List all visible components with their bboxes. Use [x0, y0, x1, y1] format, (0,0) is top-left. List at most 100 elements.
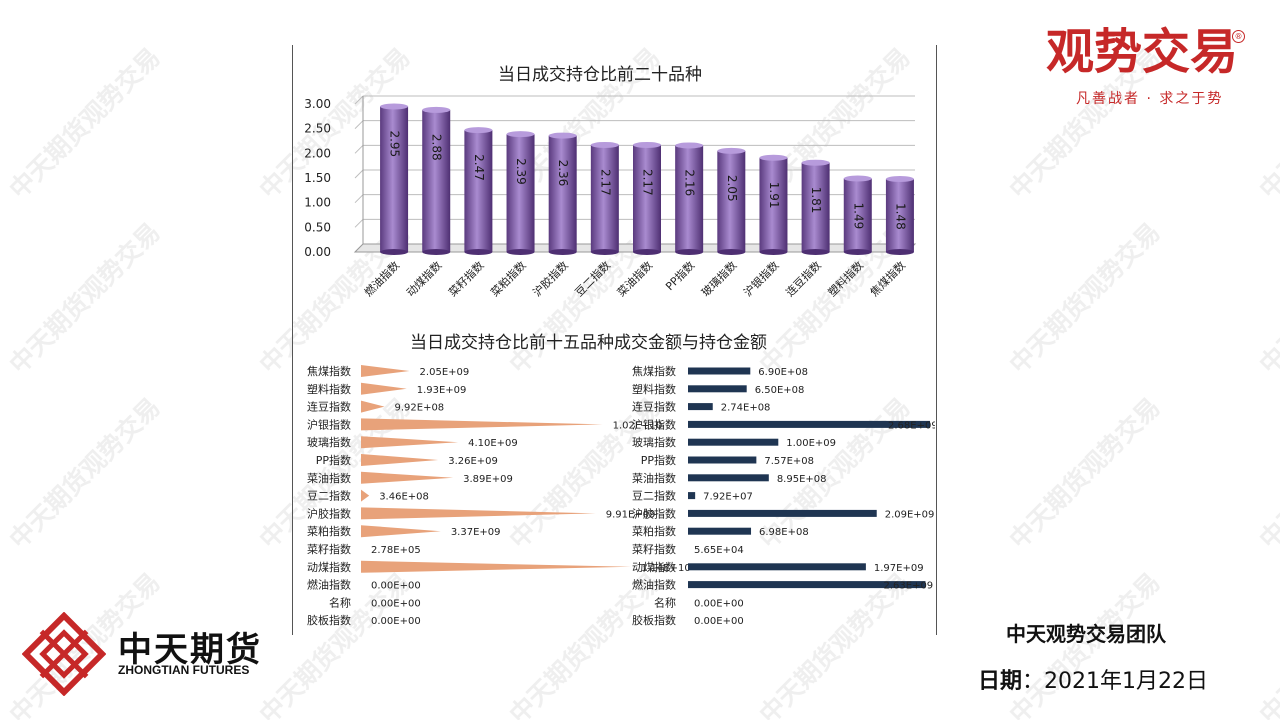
- chart1-bar-top: [885, 175, 914, 182]
- chart2-left-value-label: 3.37E+09: [451, 527, 501, 538]
- chart1-gridline-depth: [354, 144, 364, 154]
- chart1-bar-base: [759, 249, 788, 255]
- chart1-category-label: 沪胶指数: [530, 258, 571, 299]
- chart1-category-label: PP指数: [662, 258, 697, 293]
- chart1-gridline-depth: [354, 95, 364, 105]
- chart2-right-value-label: 1.97E+09: [874, 563, 924, 574]
- brand-logo-text: 观势交易: [1046, 24, 1239, 80]
- chart1-bar: [380, 106, 409, 252]
- watermark-text: 中天期货观势交易: [4, 217, 166, 379]
- chart1-bar-chart: 0.00 0.50 1.00 1.50 2.00 2.50 3.00 2.95 燃油指数 2.88…: [304, 95, 917, 299]
- chart1-value-label: 1.81: [809, 187, 823, 214]
- chart2-right-value-label: 6.90E+08: [758, 367, 808, 378]
- chart2-right-value-label: 2.68E+09: [888, 420, 935, 431]
- chart1-category-label: 燃油指数: [361, 258, 402, 299]
- chart1-value-label: 2.36: [556, 160, 570, 187]
- chart2-right-value-label: 2.09E+09: [885, 509, 935, 520]
- chart2-left-category: 菜粕指数: [307, 524, 351, 538]
- zhongtian-logo-icon: [22, 612, 106, 696]
- chart1-bar-base: [633, 249, 661, 255]
- chart2-left-value-label: 0.00E+00: [371, 581, 421, 592]
- chart2-left-value-label: 4.10E+09: [468, 438, 518, 449]
- chart2-right-category: 塑料指数: [632, 382, 676, 396]
- chart2-right-value-label: 7.57E+08: [764, 456, 814, 467]
- watermark-text: 中天期货观势交易: [4, 42, 166, 204]
- chart1-bar-top: [506, 131, 535, 138]
- chart2-left-bar: [361, 489, 370, 502]
- chart2-left-value-label: 2.05E+09: [420, 367, 470, 378]
- chart1-bar-top: [464, 127, 493, 134]
- chart2-right-value-label: 6.98E+08: [759, 527, 809, 538]
- chart1-bar-base: [885, 249, 914, 255]
- chart1-category-label: 菜籽指数: [445, 258, 486, 299]
- chart2-right-category: 连豆指数: [632, 400, 676, 414]
- chart1-value-label: 2.39: [514, 158, 528, 185]
- chart2-right-bar: [688, 492, 696, 500]
- chart1-category-label: 塑料指数: [825, 258, 866, 299]
- chart2-left-category: 动煤指数: [307, 560, 351, 574]
- chart1-value-label: 1.48: [893, 203, 907, 230]
- chart1-bar-top: [843, 175, 872, 182]
- chart2-left-bar: [361, 418, 603, 431]
- chart2-right-category: 动煤指数: [632, 560, 676, 574]
- chart1-value-label: 2.95: [388, 130, 402, 157]
- chart2-left-bar: [361, 382, 407, 395]
- chart2-left-value-label: 9.92E+08: [394, 403, 444, 414]
- date-value: 2021年1月22日: [1044, 669, 1209, 694]
- chart2-right-category: 沪胶指数: [632, 506, 676, 520]
- chart1-bar: [506, 134, 535, 252]
- chart1-category-label: 焦煤指数: [867, 258, 908, 299]
- chart2-right-bar: [688, 438, 779, 446]
- chart2-left-value-label: 9.91E+09: [606, 509, 656, 520]
- chart2-left-value-label: 1.93E+09: [417, 385, 467, 396]
- chart2-right-bar: [688, 509, 877, 517]
- chart2-right-bar: [688, 403, 713, 411]
- company-name-cn: 中天期货: [118, 630, 262, 670]
- chart2-right-category: 胶板指数: [632, 613, 676, 627]
- chart2-left-category: 胶板指数: [307, 613, 351, 627]
- chart1-gridline-depth: [354, 120, 364, 130]
- chart1-value-label: 2.16: [683, 169, 697, 196]
- chart1-value-label: 1.49: [851, 202, 865, 229]
- chart1-bar: [422, 109, 451, 252]
- watermark-text: 中天期货观势交易: [1004, 392, 1166, 554]
- chart1-bar-top: [422, 106, 451, 113]
- chart1-bar-top: [633, 141, 661, 148]
- chart1-ytick-label: 1.50: [304, 171, 331, 185]
- chart2-left-category: 菜油指数: [307, 471, 351, 485]
- chart2-left-value-label: 0.00E+00: [371, 598, 421, 609]
- chart2-right-category: 豆二指数: [632, 489, 676, 503]
- chart1-category-label: 玻璃指数: [698, 258, 739, 299]
- brand-slogan: 凡善战者 · 求之于势: [1076, 91, 1224, 107]
- chart1-bar-base: [506, 249, 535, 255]
- chart1-bar: [717, 150, 746, 252]
- chart1-bar: [633, 144, 661, 252]
- chart2-right-category: 玻璃指数: [632, 435, 676, 449]
- chart2-right-category: 菜籽指数: [632, 542, 676, 556]
- chart1-bar-base: [548, 249, 577, 255]
- chart-right-border: [936, 45, 937, 635]
- watermark-text: 中天期货观势交易: [1254, 217, 1280, 379]
- chart2-left-bar: [361, 525, 441, 538]
- chart2-right-bar: [688, 474, 769, 482]
- chart1-bar-top: [717, 147, 746, 154]
- chart1-ytick-label: 2.50: [304, 122, 331, 136]
- chart2-right-category: 焦煤指数: [632, 364, 676, 378]
- team-name: 中天观势交易团队: [1006, 622, 1166, 646]
- watermark-text: 中天期货观势交易: [1004, 217, 1166, 379]
- chart1-bar: [759, 157, 788, 252]
- chart2-left-value-label: 0.00E+00: [371, 616, 421, 627]
- chart1-bar: [548, 135, 577, 252]
- chart2-left-value-label: 3.26E+09: [448, 456, 498, 467]
- chart1-ytick-label: 2.00: [304, 146, 331, 160]
- chart1-bar: [590, 144, 619, 252]
- date-separator: ：: [1022, 669, 1045, 694]
- chart2-left-bar: [361, 454, 439, 466]
- chart2-left-category: 焦煤指数: [307, 364, 351, 378]
- chart2-left-value-label: 2.78E+05: [371, 545, 421, 556]
- watermark-text: 中天期货观势交易: [1254, 392, 1280, 554]
- chart1-bar-top: [548, 132, 577, 139]
- chart1-bar-base: [422, 249, 451, 255]
- chart2-right-value-label: 0.00E+00: [694, 598, 744, 609]
- chart1-bar-top: [801, 159, 830, 166]
